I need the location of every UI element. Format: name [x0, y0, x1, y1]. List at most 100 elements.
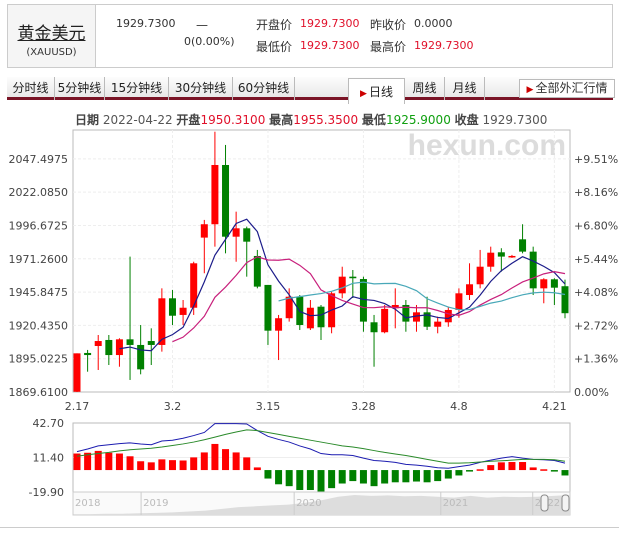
macd-bar	[476, 469, 484, 471]
macd-bar	[200, 452, 208, 471]
candle	[412, 304, 420, 332]
candle-body	[338, 276, 346, 294]
candle	[381, 304, 389, 334]
candle	[200, 219, 208, 274]
candle-body	[508, 255, 516, 258]
tab-label: 周线	[412, 81, 437, 95]
macd-bar	[105, 452, 113, 471]
instrument-name-link[interactable]: 黄金美元	[17, 24, 86, 44]
open-label: 开盘价	[256, 18, 293, 32]
macd-bar	[306, 470, 314, 491]
high-value: 1955.3500	[293, 113, 359, 127]
candle-body	[434, 321, 442, 327]
candle-body	[519, 239, 527, 252]
open-label: 开盘	[176, 113, 201, 127]
candle-body	[306, 307, 314, 329]
tab-daily[interactable]: ▶ 日线	[348, 78, 405, 104]
macd-bar	[519, 462, 527, 471]
navigator-year-label: 2018	[75, 498, 100, 509]
ma5-line	[119, 218, 566, 352]
all-fx-quotes-button[interactable]: ▶ 全部外汇行情	[519, 79, 615, 98]
all-fx-label: 全部外汇行情	[535, 81, 608, 95]
tab-monthly[interactable]: 月线	[445, 77, 485, 100]
candle	[540, 278, 548, 304]
instrument-code: (XAUUSD)	[26, 47, 77, 58]
candle-body	[94, 341, 102, 347]
candle-body	[211, 164, 219, 225]
macd-bar	[158, 459, 166, 471]
macd-bar	[402, 470, 410, 483]
candle-body	[285, 296, 293, 319]
last-price: 1929.7300	[116, 17, 176, 30]
candle	[317, 304, 325, 340]
tab-5min[interactable]: 5分钟线	[55, 77, 105, 100]
navigator-handle[interactable]	[561, 494, 570, 512]
macd-bar	[264, 470, 272, 479]
candle-body	[476, 266, 484, 285]
navigator-handle[interactable]	[540, 494, 549, 512]
change-symbol: —	[196, 18, 208, 32]
macd-bar	[222, 449, 230, 471]
macd-y-label: -19.90	[29, 486, 64, 499]
candle	[179, 300, 187, 326]
tab-60min[interactable]: 60分钟线	[233, 77, 295, 100]
tab-weekly[interactable]: 周线	[405, 77, 445, 100]
macd-bar	[190, 457, 198, 471]
candle	[476, 249, 484, 289]
macd-bar	[115, 453, 123, 471]
candle-body	[423, 312, 431, 327]
y-tick-label: 1920.4350	[9, 319, 69, 332]
candle-body	[487, 252, 495, 267]
candle	[243, 226, 251, 277]
tab-timeshare[interactable]: 分时线	[7, 77, 55, 100]
change-value: 0(0.00%)	[184, 35, 235, 48]
macd-bar	[126, 456, 134, 471]
close-label: 收盘	[454, 113, 479, 127]
y-tick-label: 1895.0225	[9, 353, 69, 366]
candle	[519, 224, 527, 254]
candle	[370, 314, 378, 367]
pct-tick-label: +2.72%	[574, 319, 618, 332]
navigator-year-label: 2021	[443, 498, 468, 509]
candle-body	[540, 279, 548, 289]
ma20-line	[278, 281, 566, 311]
candle-body	[115, 339, 123, 356]
macd-y-label: 11.40	[33, 452, 65, 465]
candle-body	[444, 309, 452, 323]
candle-body	[84, 352, 92, 356]
y-tick-label: 1971.2600	[9, 253, 69, 266]
x-tick-label: 2.17	[65, 400, 90, 413]
candle-body	[391, 304, 399, 309]
candle-body	[466, 284, 474, 296]
macd-bar	[73, 453, 81, 471]
candle	[232, 211, 240, 262]
tab-15min[interactable]: 15分钟线	[105, 77, 169, 100]
high-label: 最高价	[370, 40, 407, 54]
macd-bar	[168, 460, 176, 471]
pct-tick-label: +5.44%	[574, 253, 618, 266]
candle	[211, 131, 219, 247]
candle	[285, 288, 293, 322]
tab-30min[interactable]: 30分钟线	[169, 77, 233, 100]
candle-body	[349, 276, 357, 279]
macd-bar	[508, 462, 516, 471]
dea-line	[76, 429, 566, 464]
candle	[349, 269, 357, 299]
tab-label: 月线	[452, 81, 477, 95]
navigator-area	[73, 495, 570, 515]
prev-close-label: 昨收价	[370, 18, 407, 32]
macd-bar	[412, 470, 420, 482]
candle-body	[402, 304, 410, 322]
candle-body	[264, 284, 272, 331]
triangle-right-icon: ▶	[526, 85, 534, 95]
pct-tick-label: +9.51%	[574, 153, 618, 166]
x-tick-label: 4.8	[450, 400, 468, 413]
candle-body	[200, 224, 208, 238]
candle	[264, 284, 272, 345]
candle	[84, 349, 92, 372]
triangle-right-icon: ▶	[360, 89, 367, 99]
macd-bar	[147, 462, 155, 471]
candle	[168, 289, 176, 326]
candle-body	[412, 312, 420, 322]
